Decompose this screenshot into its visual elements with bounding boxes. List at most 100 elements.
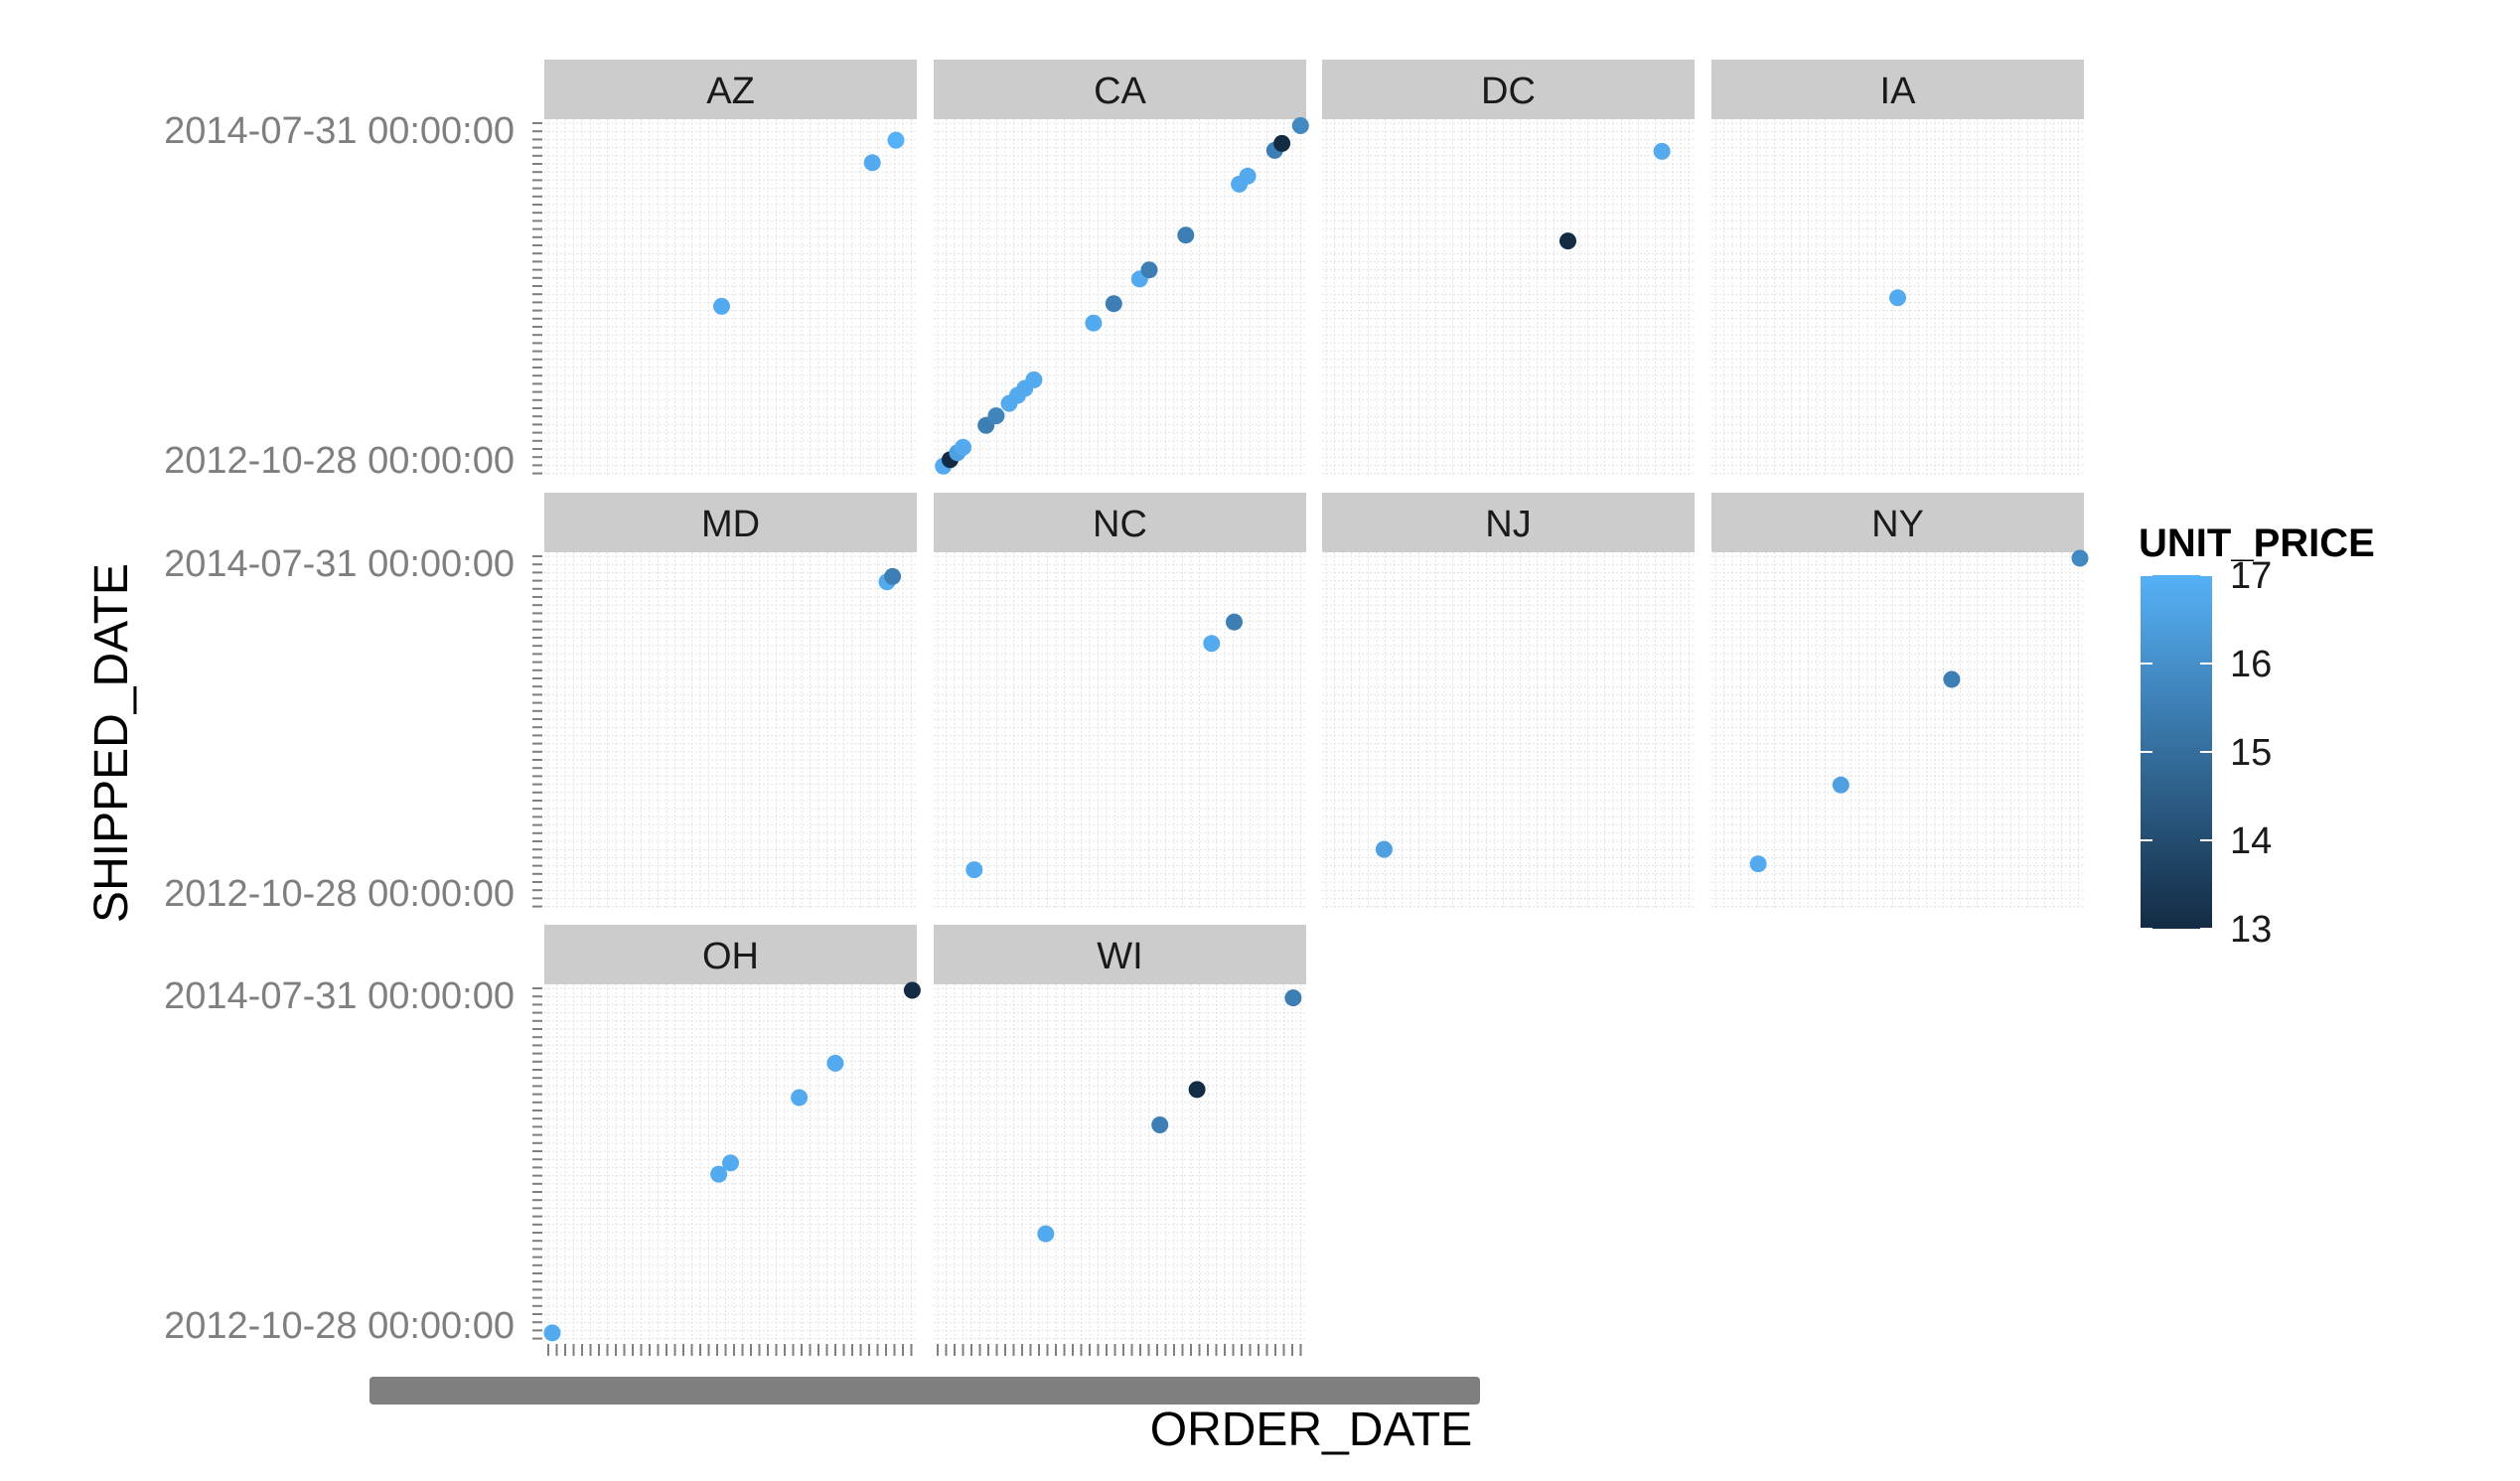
data-point	[1177, 226, 1195, 244]
data-point	[1151, 1116, 1169, 1133]
y-tick-label: 2014-07-31 00:00:00	[164, 975, 515, 1017]
facet-panel-nj: NJ	[1322, 493, 1695, 910]
legend-ticks: 17 16 15 14 13	[2141, 555, 2272, 951]
legend-tick-label: 17	[2230, 555, 2272, 597]
panel-grid	[1711, 119, 2084, 477]
facet-strip-label: NY	[1871, 504, 1924, 545]
data-point	[1085, 314, 1103, 332]
data-point	[987, 407, 1005, 425]
facet-strip-label: MD	[701, 504, 760, 545]
y-tick-label: 2012-10-28 00:00:00	[164, 440, 515, 482]
x-axis-ticks	[547, 1344, 913, 1356]
x-axis-ticks	[937, 1344, 1302, 1356]
facet-strip-label: NJ	[1485, 504, 1531, 545]
data-point	[826, 1054, 844, 1072]
data-point	[1943, 670, 1961, 688]
y-tick-label: 2014-07-31 00:00:00	[164, 110, 515, 152]
data-point	[884, 567, 902, 585]
facet-panel-ia: IA	[1711, 60, 2084, 477]
facet-panel-md: MD	[544, 493, 917, 910]
legend-tick-label: 14	[2230, 820, 2272, 862]
axes: 2014-07-31 00:00:00 2012-10-28 00:00:00 20…	[164, 110, 1480, 1405]
data-point	[1291, 117, 1309, 134]
data-point	[713, 297, 730, 315]
panel-grid	[544, 552, 917, 910]
data-point	[965, 861, 983, 879]
data-point	[1239, 167, 1257, 185]
facet-strip-label: CA	[1094, 71, 1146, 112]
panel-grid	[934, 119, 1306, 477]
legend-tick-label: 15	[2230, 732, 2272, 774]
panel-grid	[544, 984, 917, 1342]
facet-strip	[934, 60, 1306, 119]
facet-panel-az: AZ	[544, 60, 917, 477]
data-point	[543, 1324, 561, 1342]
facet-strip	[1711, 493, 2084, 552]
data-point	[1025, 370, 1043, 388]
facet-strip	[544, 60, 917, 119]
data-point	[1889, 289, 1906, 307]
facet-panel-wi: WI	[934, 925, 1306, 1342]
data-point	[1273, 134, 1291, 152]
facet-strip	[1711, 60, 2084, 119]
panel-grid	[934, 984, 1306, 1342]
panel-grid	[1322, 119, 1695, 477]
data-point	[1559, 232, 1576, 250]
facet-strip-label: WI	[1097, 936, 1142, 977]
x-axis-title: ORDER_DATE	[1150, 1404, 1473, 1456]
panel-grid	[1711, 552, 2084, 910]
legend-tick-label: 13	[2230, 909, 2272, 951]
color-legend: UNIT_PRICE 17 16 15 14 13	[2139, 521, 2375, 951]
facet-strip-label: NC	[1093, 504, 1147, 545]
facet-strip-label: IA	[1880, 71, 1917, 112]
panel-grid	[934, 552, 1306, 910]
y-axis-ticks	[532, 555, 542, 908]
data-point	[1375, 840, 1393, 858]
facet-panel-dc: DC	[1322, 60, 1695, 477]
data-point	[955, 438, 971, 456]
data-point	[1284, 989, 1302, 1007]
data-point	[722, 1154, 739, 1172]
data-point	[2071, 549, 2089, 567]
facet-strip	[1322, 60, 1695, 119]
data-point	[791, 1089, 809, 1107]
panel-grid	[544, 119, 917, 477]
data-point	[1832, 776, 1850, 794]
y-tick-label: 2012-10-28 00:00:00	[164, 1305, 515, 1347]
data-point	[887, 131, 905, 149]
data-point	[1749, 855, 1767, 873]
y-tick-label: 2012-10-28 00:00:00	[164, 873, 515, 915]
facet-strip	[544, 925, 917, 984]
data-point	[1188, 1081, 1206, 1099]
facet-strip	[934, 493, 1306, 552]
facet-strip-label: OH	[702, 936, 759, 977]
y-tick-label: 2014-07-31 00:00:00	[164, 543, 515, 585]
data-point	[1140, 261, 1158, 279]
facet-strip-label: AZ	[706, 71, 755, 112]
data-point	[1226, 613, 1243, 631]
data-point	[1105, 295, 1122, 313]
facet-panel-nc: NC	[934, 493, 1306, 910]
legend-title: UNIT_PRICE	[2139, 521, 2375, 565]
facet-strip	[544, 493, 917, 552]
panel-grid	[1322, 552, 1695, 910]
facet-panel-oh: OH	[543, 925, 921, 1342]
data-point	[903, 981, 921, 999]
facet-panel-ny: NY	[1711, 493, 2089, 910]
facet-panel-ca: CA	[934, 60, 1309, 477]
y-axis-title: SHIPPED_DATE	[85, 563, 138, 923]
facet-panels: AZ CA DC IA MD NC NJ NY OH WI	[543, 60, 2089, 1342]
y-axis-ticks	[532, 122, 542, 475]
data-point	[1653, 142, 1671, 160]
data-point	[1203, 635, 1221, 653]
x-tick-labels	[370, 1377, 1480, 1405]
x-tick-label-overlap	[370, 1377, 1480, 1405]
y-axis-ticks	[532, 987, 542, 1340]
facet-strip-label: DC	[1481, 71, 1536, 112]
data-point	[1037, 1225, 1055, 1243]
facet-strip	[1322, 493, 1695, 552]
facet-strip	[934, 925, 1306, 984]
legend-tick-label: 16	[2230, 644, 2272, 685]
data-point	[710, 1165, 728, 1183]
